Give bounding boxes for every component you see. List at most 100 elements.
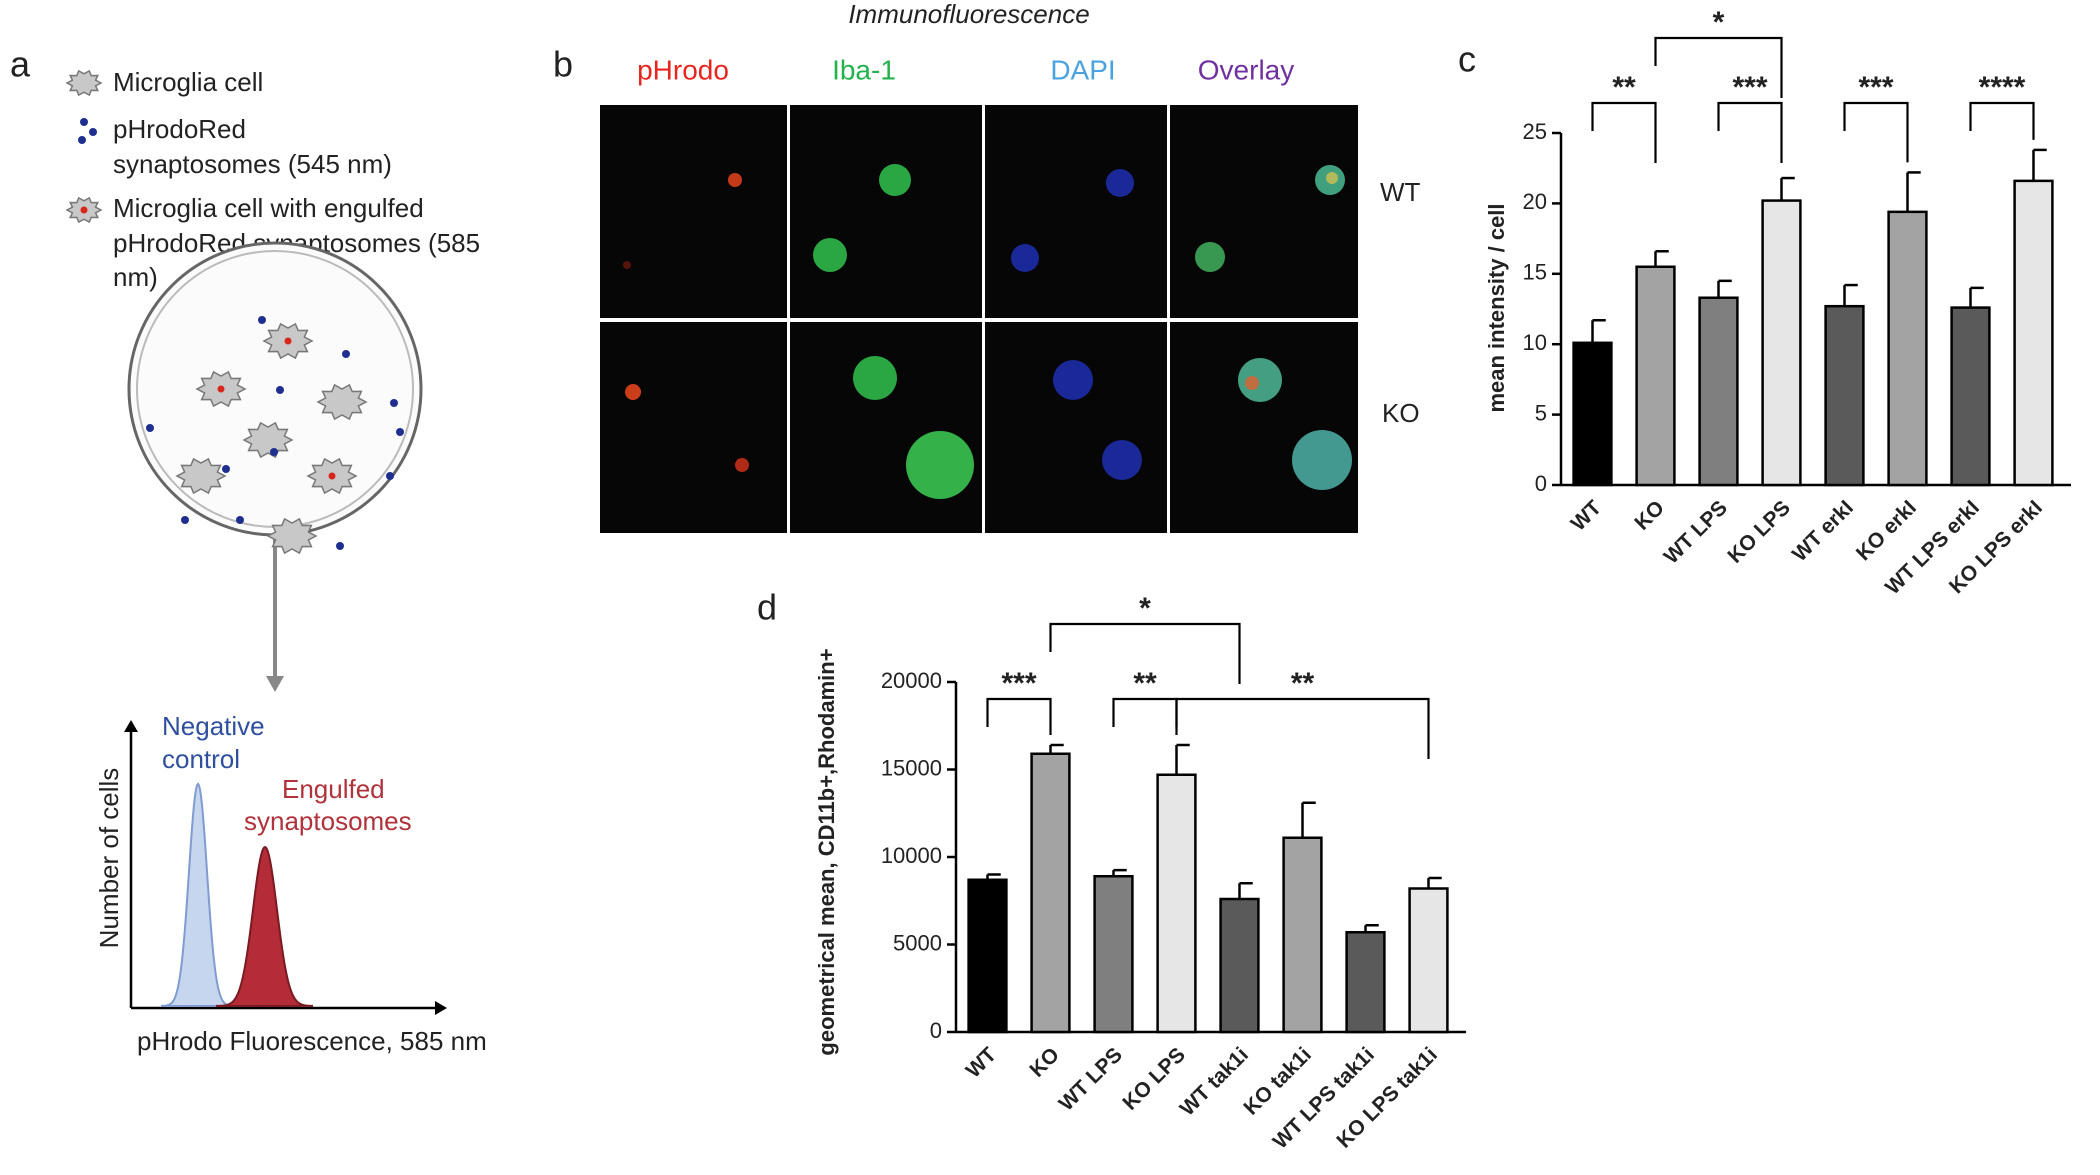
y-tick-label: 0 [930,1018,942,1043]
histogram-peak [216,845,314,1008]
synaptosome [276,386,284,394]
micrograph [600,105,787,318]
significance-label: **** [1979,71,2026,104]
synaptosome [258,316,266,324]
row-label: KO [1382,398,1420,428]
cell-signal [853,356,897,400]
histogram-label: Engulfed [282,774,385,804]
significance-bracket [1049,622,1241,684]
micrograph [1170,322,1358,533]
significance-bracket [1969,101,2035,140]
synaptosome [342,350,350,358]
bar [1282,836,1323,1034]
significance-bracket [986,697,1052,735]
micrograph [985,322,1167,533]
microglia-icon [65,69,103,97]
y-axis-label: geometrical mean, CD11b+,Rhodamin+ [814,648,839,1055]
micrograph [600,322,787,533]
significance-label: * [1713,6,1725,39]
significance-label: ** [1291,667,1315,700]
cell-signal [1326,172,1338,184]
histogram-peak [161,782,235,1008]
significance-label: *** [1858,71,1893,104]
synaptosome [146,424,154,432]
engulfed-dot [284,337,292,345]
y-tick-label: 5000 [893,930,942,955]
micrograph [790,322,982,533]
significance-label: ** [1612,71,1636,104]
cell-signal [1102,440,1142,480]
bar [1887,210,1928,487]
synaptosome [80,118,88,126]
histogram-label: synaptosomes [244,806,412,836]
y-tick-label: 15 [1523,260,1547,285]
y-tick-label: 10000 [881,843,942,868]
bar [1219,897,1260,1034]
microglia-icon [316,383,368,421]
significance-label: *** [1732,71,1767,104]
arrow-head [124,720,138,732]
panel-label: c [1458,39,1476,80]
y-axis-label: mean intensity / cell [1484,203,1509,412]
cell-signal [1238,358,1282,402]
micrograph [1170,105,1358,318]
bar [1345,931,1386,1034]
legend-text: Microglia cell [113,67,263,97]
bar [1093,875,1134,1034]
significance-label: *** [1001,667,1036,700]
synaptosome [78,136,86,144]
bar [1824,304,1865,487]
cell-signal [1245,376,1259,390]
histogram-label: Negative [162,711,265,741]
significance-bracket [1175,697,1430,759]
significance-label: ** [1133,667,1157,700]
cell-signal [879,164,911,196]
cell-signal [1106,169,1134,197]
cell-signal [1011,244,1039,272]
panel-label: b [553,44,573,85]
panel-label: a [10,44,31,85]
bar [1698,296,1739,487]
significance-bracket [1654,36,1783,98]
micrographs [600,105,1358,533]
arrow-head [435,1001,447,1015]
cell-signal [906,431,974,499]
histogram-label: control [162,744,240,774]
legend-text: synaptosomes (545 nm) [113,149,392,179]
cell-signal [728,173,742,187]
synaptosome [236,516,244,524]
column-label: Iba-1 [832,54,896,85]
y-tick-label: 20000 [881,668,942,693]
microglia-icon [266,517,318,555]
histogram-schematic [124,720,447,1015]
bar [1156,773,1197,1034]
synaptosome [89,128,97,136]
micrograph [790,105,982,318]
significance-bracket [1591,101,1657,163]
bar [1408,887,1449,1034]
y-tick-label: 5 [1535,400,1547,425]
column-label: Overlay [1198,54,1294,85]
y-tick-label: 10 [1523,330,1547,355]
y-tick-label: 20 [1523,189,1547,214]
micrograph [985,105,1167,318]
column-label: DAPI [1050,54,1115,85]
bar [1572,341,1613,487]
significance-bracket [1843,101,1909,163]
arrow-head [266,676,284,692]
y-tick-label: 15000 [881,755,942,780]
bar [1761,199,1802,487]
bar [1635,265,1676,487]
engulfed-dot [80,206,88,214]
synaptosome [181,516,189,524]
cell-signal [1195,242,1225,272]
cell-signal [625,384,641,400]
y-tick-label: 25 [1523,119,1547,144]
synaptosome [336,542,344,550]
synaptosome [270,448,278,456]
synaptosome [390,399,398,407]
cell-signal [735,458,749,472]
bar [2013,179,2054,487]
engulfed-dot [328,472,336,480]
